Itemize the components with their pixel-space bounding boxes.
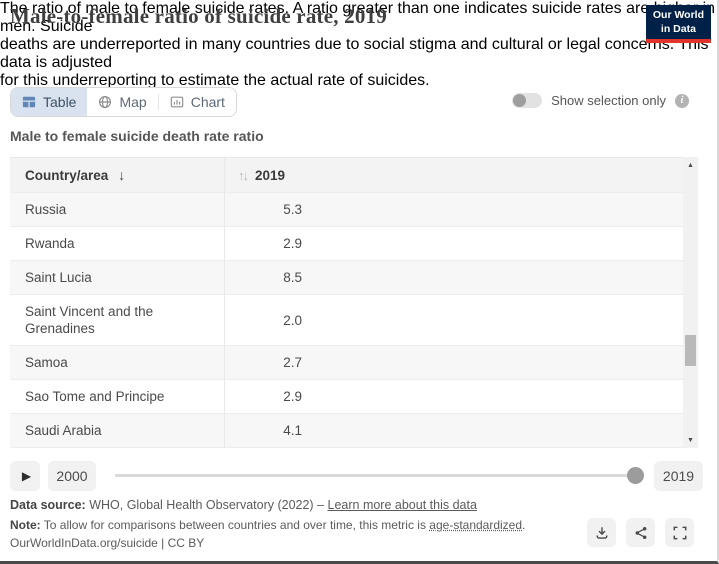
learn-more-link[interactable]: Learn more about this data xyxy=(327,498,477,512)
value-cell: 2.0 xyxy=(283,312,302,328)
timeline-slider-track[interactable] xyxy=(115,474,639,477)
citation-line: OurWorldInData.org/suicide | CC BY xyxy=(10,536,205,550)
download-button[interactable] xyxy=(587,518,616,547)
subtitle-line: The ratio of male to female suicide rate… xyxy=(0,0,716,35)
toggle-knob xyxy=(513,94,527,107)
info-icon[interactable]: i xyxy=(675,93,689,108)
logo-line-1: Our World xyxy=(652,9,704,21)
tab-table[interactable]: Table xyxy=(11,88,88,116)
country-cell: Saint Vincent and the Grenadines xyxy=(10,295,225,345)
value-cell: 4.1 xyxy=(283,423,302,438)
view-tabs: Table Map Chart xyxy=(10,87,237,117)
country-cell: Russia xyxy=(10,193,225,226)
value-cell: 2.9 xyxy=(283,236,302,251)
scrollbar-thumb[interactable] xyxy=(685,335,696,366)
tab-map[interactable]: Map xyxy=(87,88,157,116)
end-year-label[interactable]: 2019 xyxy=(654,461,703,491)
value-cell: 8.5 xyxy=(283,270,302,285)
sort-arrows-icon: ↑↓ xyxy=(237,167,249,183)
table-row[interactable]: Saudi Arabia 4.1 xyxy=(10,414,683,448)
owid-logo[interactable]: Our World in Data xyxy=(645,5,711,44)
toggle-label: Show selection only xyxy=(551,93,666,108)
row-filler xyxy=(311,346,683,379)
value-cell: 2.9 xyxy=(283,389,302,404)
action-buttons xyxy=(587,518,694,547)
fullscreen-icon xyxy=(673,526,686,539)
tab-label: Table xyxy=(43,94,77,110)
country-cell: Saint Lucia xyxy=(10,261,225,294)
data-table: Country/area ↓ ↑↓ 2019 Russia 5.3 Rwanda 2.9… xyxy=(10,157,683,448)
download-icon xyxy=(595,526,608,539)
note-line: Note: To allow for comparisons between c… xyxy=(10,518,575,532)
show-selection-toggle[interactable] xyxy=(512,93,543,108)
column-label: Country/area xyxy=(25,167,109,183)
share-icon xyxy=(635,526,646,539)
row-filler xyxy=(311,227,683,260)
country-cell: Rwanda xyxy=(10,227,225,260)
country-cell: Samoa xyxy=(10,346,225,379)
table-heading: Male to female suicide death rate ratio xyxy=(10,128,264,144)
table-icon xyxy=(22,96,36,108)
data-source-line: Data source: WHO, Global Health Observat… xyxy=(10,498,575,512)
note-text-end: . xyxy=(522,518,526,532)
value-cell: 2.7 xyxy=(283,355,302,370)
tab-label: Map xyxy=(119,94,147,110)
scroll-down-icon[interactable]: ▼ xyxy=(687,436,694,444)
show-selection-toggle-group: Show selection only i xyxy=(512,93,689,108)
table-row[interactable]: Rwanda 2.9 xyxy=(10,227,683,261)
tab-separator xyxy=(157,94,159,110)
row-filler xyxy=(311,414,683,447)
table-row[interactable]: Samoa 2.7 xyxy=(10,346,683,380)
globe-icon xyxy=(99,96,112,108)
share-button[interactable] xyxy=(626,518,655,547)
value-cell: 5.3 xyxy=(283,202,302,217)
row-filler xyxy=(311,380,683,413)
bar-chart-icon xyxy=(170,96,183,108)
row-filler xyxy=(311,261,683,294)
timeline-controls: ▶ 2000 2019 xyxy=(10,461,709,491)
row-filler xyxy=(311,193,683,226)
note-label: Note: xyxy=(10,518,41,532)
table-body: Russia 5.3 Rwanda 2.9 Saint Lucia 8.5 Saint Vi… xyxy=(10,193,683,448)
footer: Data source: WHO, Global Health Observat… xyxy=(10,498,575,550)
subtitle-line: deaths are underreported in many countri… xyxy=(0,36,709,71)
note-text: To allow for comparisons between countri… xyxy=(40,518,430,532)
table-scrollbar[interactable]: ▲ ▼ xyxy=(683,157,698,448)
column-label: 2019 xyxy=(254,167,285,183)
country-cell: Sao Tome and Principe xyxy=(10,380,225,413)
table-row[interactable]: Saint Vincent and the Grenadines 2.0 xyxy=(10,295,683,346)
scroll-up-icon[interactable]: ▲ xyxy=(687,161,694,169)
column-header-2019[interactable]: ↑↓ 2019 xyxy=(225,168,311,183)
column-header-country[interactable]: Country/area ↓ xyxy=(10,158,225,192)
table-header-row: Country/area ↓ ↑↓ 2019 xyxy=(10,158,683,193)
table-row[interactable]: Russia 5.3 xyxy=(10,193,683,227)
subtitle-line: for this underreporting to estimate the … xyxy=(0,72,430,89)
data-source-label: Data source: xyxy=(10,498,86,512)
logo-line-2: in Data xyxy=(660,22,696,35)
play-icon: ▶ xyxy=(21,469,32,483)
start-year-label[interactable]: 2000 xyxy=(48,461,96,491)
timeline-slider-handle[interactable] xyxy=(627,467,644,484)
row-filler xyxy=(311,295,683,345)
tab-chart[interactable]: Chart xyxy=(159,88,236,116)
page-title: Male-to-female ratio of suicide rate, 20… xyxy=(10,4,387,28)
fullscreen-button[interactable] xyxy=(665,518,694,547)
header-filler xyxy=(311,158,683,192)
play-button[interactable]: ▶ xyxy=(10,461,40,491)
age-standardized-link[interactable]: age-standardized xyxy=(429,518,523,532)
country-cell: Saudi Arabia xyxy=(10,414,225,447)
tab-label: Chart xyxy=(190,94,225,110)
sort-arrow-down-icon: ↓ xyxy=(118,166,126,183)
table-row[interactable]: Saint Lucia 8.5 xyxy=(10,261,683,295)
table-row[interactable]: Sao Tome and Principe 2.9 xyxy=(10,380,683,414)
data-source-text: WHO, Global Health Observatory (2022) – xyxy=(85,498,328,512)
